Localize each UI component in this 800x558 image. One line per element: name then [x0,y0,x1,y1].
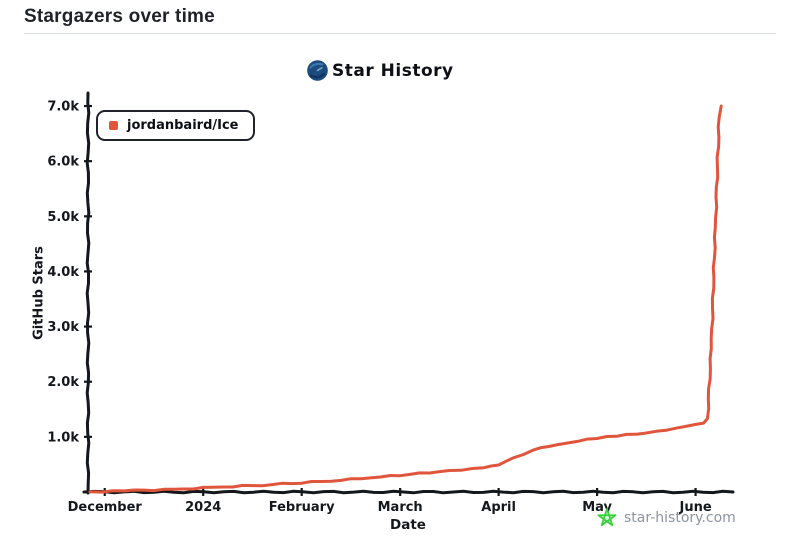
x-tick-label: April [481,500,516,515]
x-tick-label: March [378,500,423,515]
watermark-label: star-history.com [624,510,736,526]
y-tick-label: 7.0k [47,100,79,115]
x-tick-label: June [678,500,711,515]
y-tick-label: 2.0k [47,375,79,390]
x-tick-label: December [68,500,143,515]
y-tick-label: 3.0k [47,320,79,335]
y-tick-label: 4.0k [47,265,79,280]
legend-item-label: jordanbaird/Ice [127,118,239,133]
star-history-watermark-link[interactable]: star-history.com [597,508,736,528]
star-history-logo-icon [306,59,329,82]
legend: jordanbaird/Ice [96,110,255,141]
y-axis [85,91,91,495]
y-tick-label: 6.0k [47,155,79,170]
header-divider [24,33,776,34]
x-tick-label: May [582,500,612,515]
y-axis-title: GitHub Stars [31,246,47,340]
y-tick-label: 1.0k [47,430,79,445]
x-tick-label: February [269,500,335,515]
doodle-star-icon [597,508,617,528]
series-line-jordanbaird/Ice [88,104,723,494]
x-axis-title: Date [390,517,426,533]
chart-title: Star History [306,59,454,82]
chart-title-label: Star History [332,60,454,81]
x-axis [82,489,735,495]
page-title: Stargazers over time [24,6,215,27]
legend-swatch [109,121,118,130]
y-tick-label: 5.0k [47,210,79,225]
x-tick-label: 2024 [185,500,221,515]
